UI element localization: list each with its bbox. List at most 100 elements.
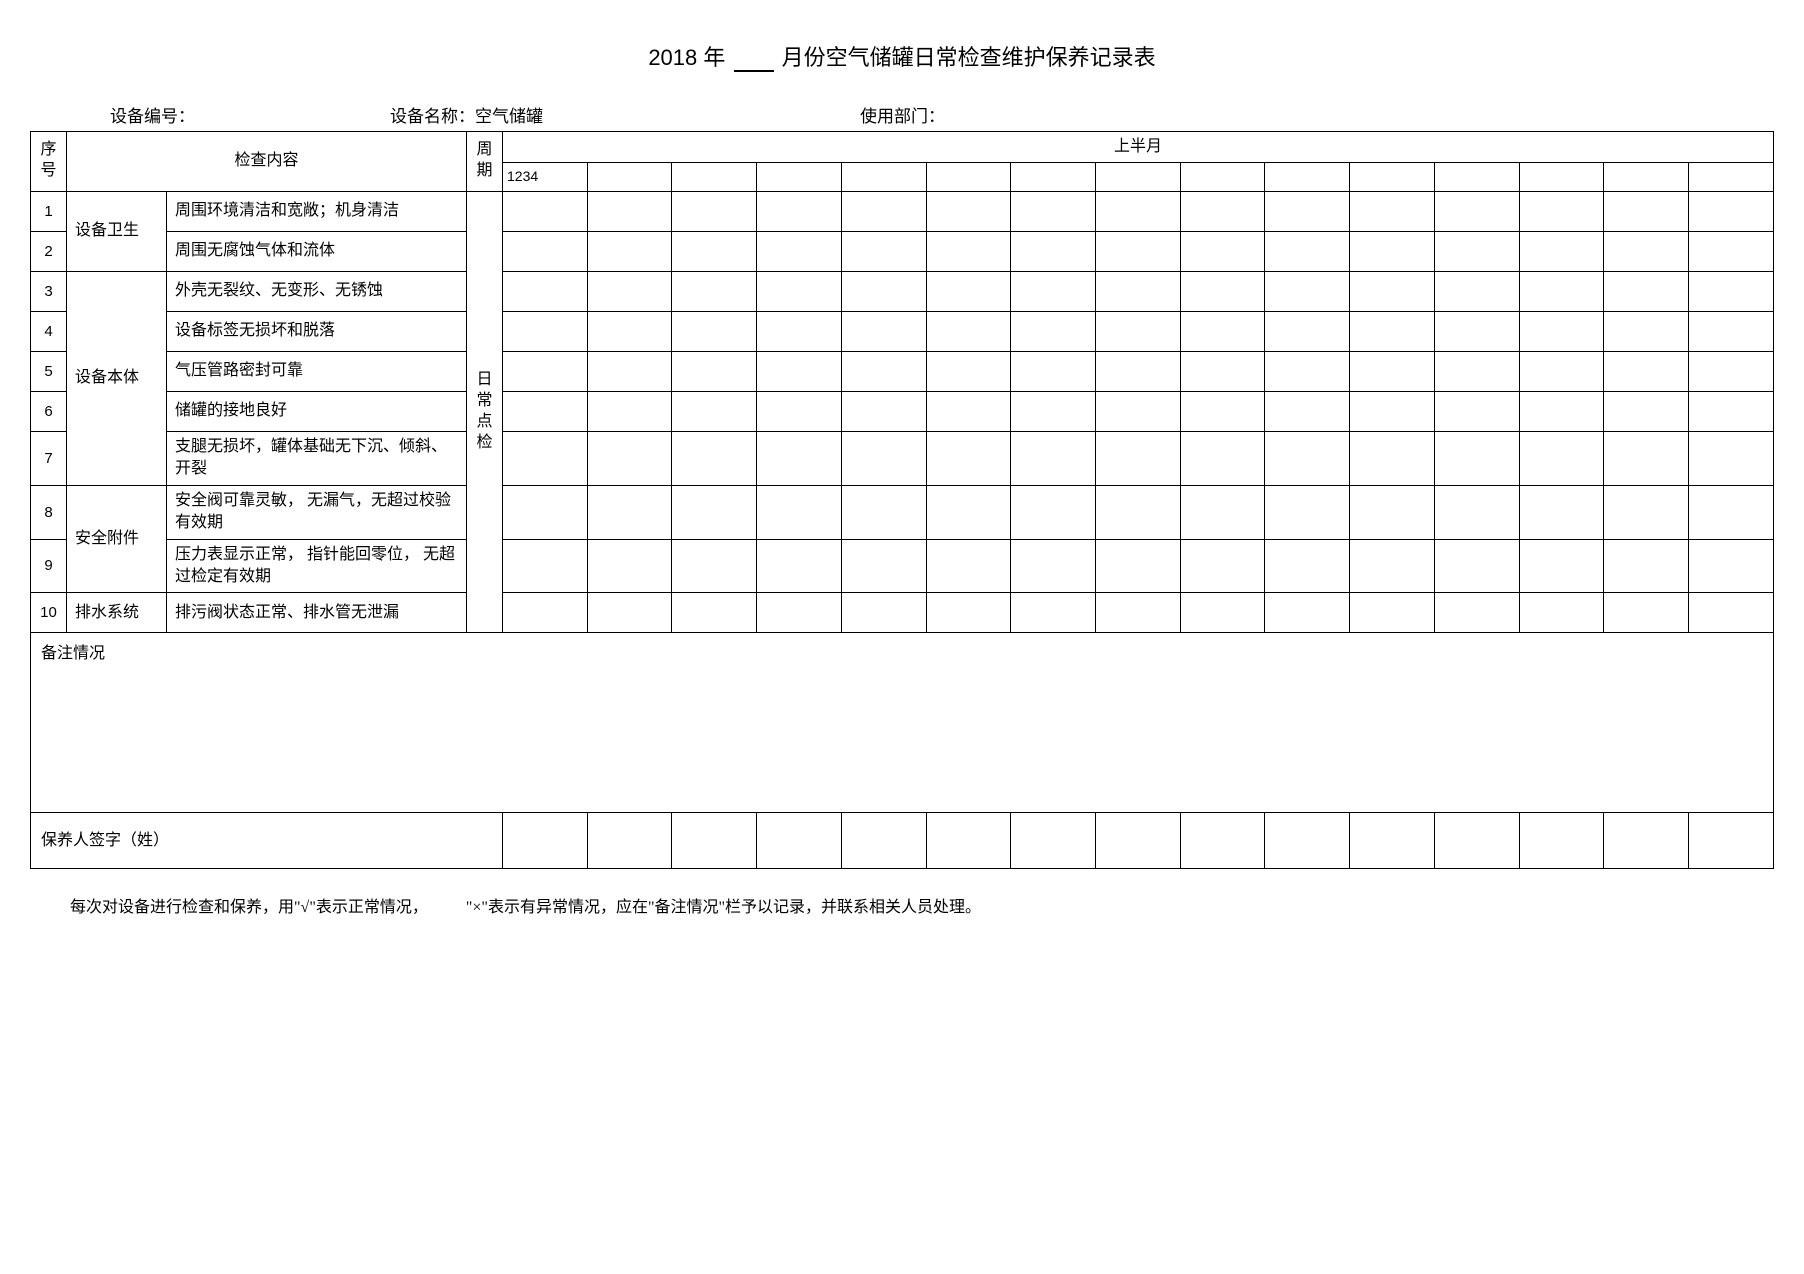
day-cell [587,539,672,593]
seq-cell: 10 [31,593,67,633]
day-cell [757,231,842,271]
item-cell: 安全阀可靠灵敏， 无漏气，无超过校验有效期 [167,485,467,539]
table-row: 1 设备卫生 周围环境清洁和宽敞；机身清洁 日常点检 [31,191,1774,231]
day-cell [1434,231,1519,271]
item-cell: 排污阀状态正常、排水管无泄漏 [167,593,467,633]
remark-row: 备注情况 [31,633,1774,813]
day-cell [1604,485,1689,539]
day-cell [757,191,842,231]
page-title: 2018 年 月份空气储罐日常检查维护保养记录表 [30,40,1774,72]
hdr-day-cell [1180,163,1265,192]
item-cell: 支腿无损坏，罐体基础无下沉、倾斜、开裂 [167,431,467,485]
day-cell [1350,191,1435,231]
day-cell [672,485,757,539]
day-cell [1350,593,1435,633]
seq-cell: 8 [31,485,67,539]
hdr-day-cell [587,163,672,192]
day-cell [757,351,842,391]
day-cell [672,593,757,633]
day-cell [503,431,588,485]
day-cell [1350,311,1435,351]
day-cell [1011,539,1096,593]
sig-cell [1434,813,1519,869]
day-cell [1604,351,1689,391]
hdr-day-cell [1350,163,1435,192]
hdr-half: 上半月 [503,132,1774,163]
item-cell: 周围环境清洁和宽敞；机身清洁 [167,191,467,231]
day-cell [587,391,672,431]
item-cell: 周围无腐蚀气体和流体 [167,231,467,271]
dept-label: 使用部门： [860,102,1714,127]
day-cell [841,539,926,593]
day-cell [1011,271,1096,311]
day-cell [1096,231,1181,271]
item-cell: 外壳无裂纹、无变形、无锈蚀 [167,271,467,311]
device-name-label: 设备名称： [390,107,475,126]
hdr-day-cell [1011,163,1096,192]
table-row: 5 气压管路密封可靠 [31,351,1774,391]
day-cell [587,431,672,485]
item-cell: 设备标签无损坏和脱落 [167,311,467,351]
day-cell [1434,431,1519,485]
day-cell [926,231,1011,271]
day-cell [503,271,588,311]
sig-cell [757,813,842,869]
day-cell [1689,539,1774,593]
seq-cell: 2 [31,231,67,271]
sig-cell [587,813,672,869]
day-cell [1265,431,1350,485]
footnote-a: 每次对设备进行检查和保养，用"√"表示正常情况， [70,899,428,916]
seq-cell: 9 [31,539,67,593]
footnote: 每次对设备进行检查和保养，用"√"表示正常情况， "×"表示有异常情况，应在"备… [30,893,1774,917]
day-cell [841,311,926,351]
day-cell [1519,391,1604,431]
day-cell [1265,539,1350,593]
sig-cell [672,813,757,869]
day-cell [503,539,588,593]
day-cell [587,271,672,311]
day-cell [1604,391,1689,431]
day-cell [1180,311,1265,351]
day-cell [587,485,672,539]
table-row: 10 排水系统 排污阀状态正常、排水管无泄漏 [31,593,1774,633]
day-cell [1350,539,1435,593]
day-cell [926,431,1011,485]
day-cell [1604,311,1689,351]
day-cell [1180,593,1265,633]
day-cell [1011,391,1096,431]
day-cell [1011,351,1096,391]
day-cell [926,311,1011,351]
device-no-label: 设备编号： [110,102,390,127]
day-cell [1096,539,1181,593]
day-cell [1519,311,1604,351]
cycle-cell: 日常点检 [467,191,503,632]
day-cell [1180,431,1265,485]
day-cell [1180,391,1265,431]
day-cell [1604,231,1689,271]
cat-cell: 排水系统 [67,593,167,633]
sig-cell [503,813,588,869]
sig-cell [926,813,1011,869]
day-cell [1096,391,1181,431]
day-cell [672,231,757,271]
day-cell [926,271,1011,311]
meta-row: 设备编号： 设备名称：空气储罐 使用部门： [30,102,1774,127]
day-cell [1434,593,1519,633]
day-cell [1604,539,1689,593]
day-cell [1011,485,1096,539]
day-cell [672,191,757,231]
day-cell [503,593,588,633]
day-cell [926,391,1011,431]
hdr-day-cell [926,163,1011,192]
day-cell [587,231,672,271]
day-cell [503,311,588,351]
hdr-day-cell [757,163,842,192]
day-cell [841,485,926,539]
day-cell [1265,351,1350,391]
day-cell [1434,391,1519,431]
cat-cell: 设备卫生 [67,191,167,271]
day-cell [757,431,842,485]
hdr-content: 检查内容 [67,132,467,192]
day-cell [1350,431,1435,485]
table-header-row: 序号 检查内容 周期 上半月 [31,132,1774,163]
